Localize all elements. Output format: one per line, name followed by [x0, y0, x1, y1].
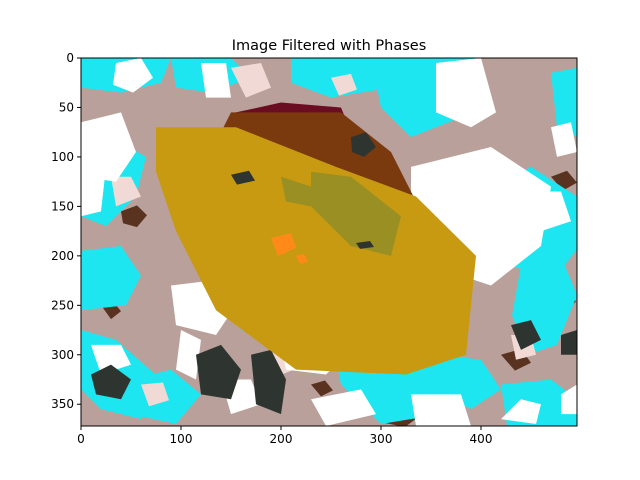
- y-tick-label: 250: [51, 298, 74, 312]
- y-tick-label: 0: [66, 51, 74, 65]
- phase-region: [196, 344, 241, 400]
- phase-region: [296, 253, 308, 264]
- y-tick-label: 100: [51, 150, 74, 164]
- y-tick-label: 300: [51, 348, 74, 362]
- x-tick-label: 100: [170, 432, 193, 446]
- x-tick-label: 200: [270, 432, 293, 446]
- phase-region: [81, 112, 136, 182]
- phase-region: [551, 122, 577, 157]
- y-axis: 0 50 100 150 200 250 300 350: [51, 51, 81, 411]
- phase-region: [561, 384, 577, 415]
- phase-region: [141, 382, 169, 407]
- chart-title: Image Filtered with Phases: [232, 38, 427, 54]
- x-axis: 0 100 200 300 400: [77, 426, 492, 446]
- phase-region: [311, 389, 376, 426]
- phase-region: [331, 73, 357, 96]
- phase-region: [356, 241, 374, 249]
- phase-region: [201, 62, 231, 98]
- phase-region: [351, 132, 376, 157]
- phase-region: [111, 176, 141, 207]
- phase-region: [531, 191, 571, 232]
- y-tick-label: 50: [59, 100, 74, 114]
- phase-region: [91, 344, 131, 375]
- y-tick-label: 350: [51, 397, 74, 411]
- phase-region: [561, 330, 577, 355]
- phase-region: [231, 62, 271, 98]
- phase-region: [411, 394, 471, 426]
- phase-region: [176, 330, 201, 380]
- phase-region: [81, 166, 106, 217]
- phase-region: [156, 127, 476, 375]
- phase-region: [231, 170, 255, 185]
- phase-region: [511, 320, 541, 350]
- phase-region: [436, 58, 496, 128]
- x-tick-label: 0: [77, 432, 85, 446]
- phase-region: [91, 364, 131, 400]
- phase-region: [551, 170, 577, 191]
- x-tick-label: 300: [370, 432, 393, 446]
- phase-region: [501, 399, 541, 425]
- phase-region: [113, 58, 153, 93]
- phase-region: [81, 245, 141, 311]
- phase-region: [551, 67, 577, 138]
- phase-region: [311, 171, 401, 256]
- filtered-image: [81, 58, 577, 426]
- y-tick-label: 200: [51, 249, 74, 263]
- x-tick-label: 400: [470, 432, 493, 446]
- phase-region: [251, 349, 286, 415]
- phase-region: [281, 176, 311, 207]
- y-tick-label: 150: [51, 199, 74, 213]
- phase-region: [311, 380, 333, 397]
- axes-frame: [80, 57, 578, 427]
- phase-region: [121, 205, 147, 228]
- phase-region: [271, 233, 296, 256]
